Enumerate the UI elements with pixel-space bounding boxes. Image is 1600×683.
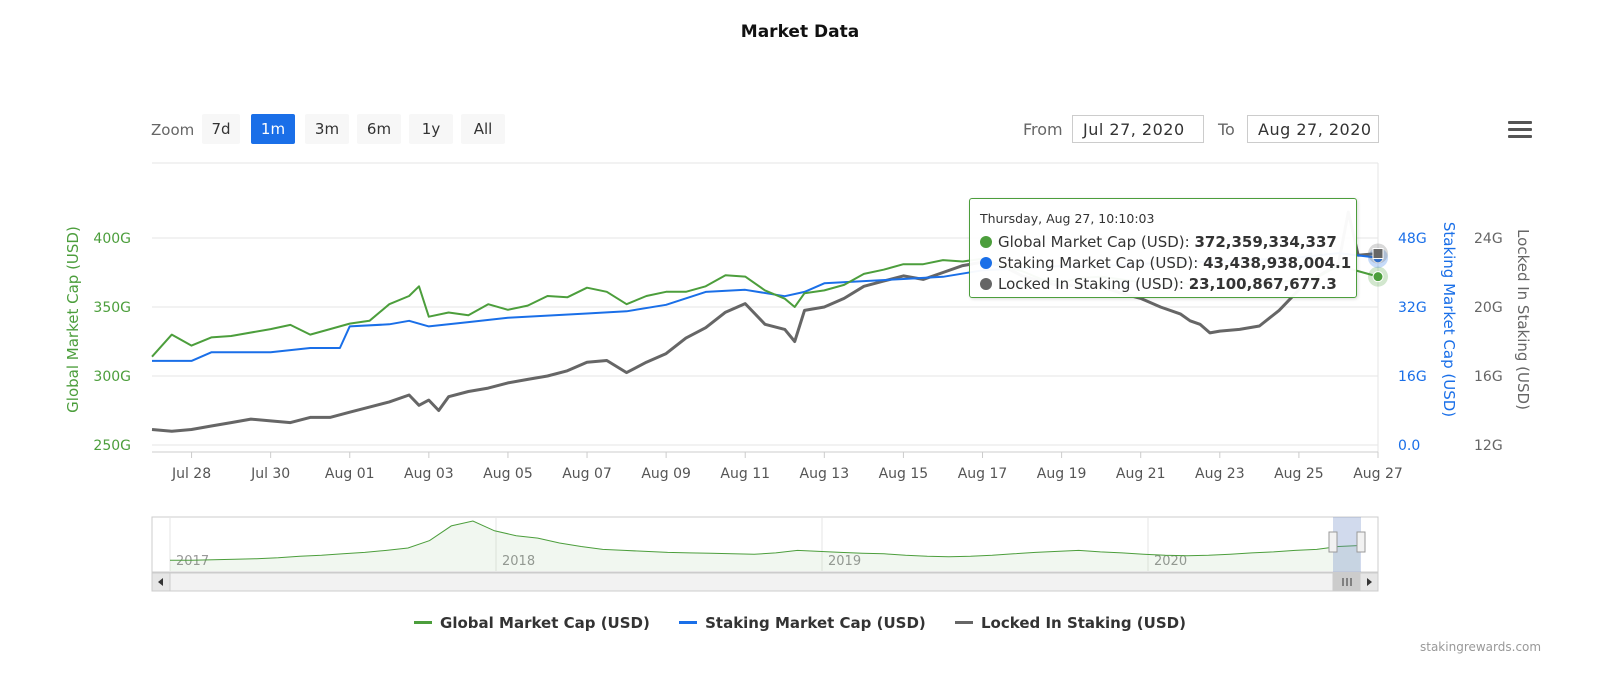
yaxis-title-locked: Locked In Staking (USD): [1514, 229, 1532, 410]
ytick-global-1: 300G: [93, 369, 131, 385]
hover-marker-locked: [1372, 248, 1384, 260]
legend-item-locked[interactable]: Locked In Staking (USD): [955, 614, 1186, 632]
tooltip-label-locked: Locked In Staking (USD):: [998, 275, 1189, 293]
navigator-line: [170, 520, 1361, 561]
zoom-all-button[interactable]: All: [461, 114, 505, 144]
xtick-label-3: Aug 03: [404, 466, 454, 482]
xtick-label-7: Aug 11: [720, 466, 770, 482]
ytick-locked-1: 16G: [1474, 369, 1503, 385]
navigator-year-label-1: 2018: [502, 554, 535, 569]
ytick-locked-3: 24G: [1474, 231, 1503, 247]
chart-tooltip: Thursday, Aug 27, 10:10:03 Global Market…: [969, 198, 1357, 298]
legend-item-staking[interactable]: Staking Market Cap (USD): [679, 614, 926, 632]
navigator-handle-0[interactable]: [1328, 531, 1338, 553]
legend-swatch-staking: [679, 621, 698, 624]
tooltip-dot-global: [980, 236, 992, 248]
ytick-global-3: 400G: [93, 231, 131, 247]
ytick-global-2: 350G: [93, 300, 131, 316]
xtick-label-4: Aug 05: [483, 466, 533, 482]
range-from-label: From: [1023, 120, 1063, 139]
chart-legend: Global Market Cap (USD) Staking Market C…: [0, 614, 1600, 632]
ytick-staking-2: 32G: [1398, 300, 1427, 316]
xtick-label-9: Aug 15: [879, 466, 929, 482]
xtick-label-2: Aug 01: [325, 466, 375, 482]
xtick-label-12: Aug 21: [1116, 466, 1166, 482]
zoom-1y-button[interactable]: 1y: [409, 114, 453, 144]
xtick-label-1: Jul 30: [250, 466, 290, 482]
navigator-frame: [151, 516, 1379, 573]
xtick-label-13: Aug 23: [1195, 466, 1245, 482]
tooltip-row-global: Global Market Cap (USD): 372,359,334,337: [980, 232, 1346, 253]
xtick-label-14: Aug 25: [1274, 466, 1324, 482]
scroll-right-arrow-icon: [1367, 578, 1372, 586]
hover-marker-global: [1372, 271, 1384, 283]
hamburger-menu-icon[interactable]: [1508, 121, 1532, 141]
navigator-area: [170, 521, 1360, 571]
range-to-label: To: [1218, 120, 1235, 139]
xtick-label-0: Jul 28: [171, 466, 211, 482]
zoom-3m-button[interactable]: 3m: [305, 114, 349, 144]
range-to-input[interactable]: Aug 27, 2020: [1247, 115, 1379, 143]
legend-label-locked: Locked In Staking (USD): [981, 614, 1186, 632]
xtick-label-10: Aug 17: [958, 466, 1008, 482]
tooltip-label-global: Global Market Cap (USD):: [998, 233, 1195, 251]
navigator-selection: [1333, 517, 1361, 572]
xtick-label-11: Aug 19: [1037, 466, 1087, 482]
ytick-locked-2: 20G: [1474, 300, 1503, 316]
tooltip-row-staking: Staking Market Cap (USD): 43,438,938,004…: [980, 253, 1351, 274]
zoom-1m-button[interactable]: 1m: [251, 114, 295, 144]
legend-swatch-global: [414, 621, 433, 624]
tooltip-value-locked: 23,100,867,677.3: [1188, 275, 1337, 293]
ytick-locked-0: 12G: [1474, 438, 1503, 454]
xtick-label-15: Aug 27: [1353, 466, 1403, 482]
series-line-locked: [151, 210, 1379, 433]
tooltip-value-staking: 43,438,938,004.1: [1203, 254, 1352, 272]
legend-label-staking: Staking Market Cap (USD): [705, 614, 926, 632]
yaxis-title-global: Global Market Cap (USD): [64, 226, 82, 413]
chart-title: Market Data: [740, 22, 860, 42]
zoom-7d-button[interactable]: 7d: [202, 114, 240, 144]
tooltip-label-staking: Staking Market Cap (USD):: [998, 254, 1204, 272]
legend-item-global[interactable]: Global Market Cap (USD): [414, 614, 650, 632]
legend-label-global: Global Market Cap (USD): [440, 614, 650, 632]
range-from-input[interactable]: Jul 27, 2020: [1072, 115, 1204, 143]
tooltip-row-locked: Locked In Staking (USD): 23,100,867,677.…: [980, 274, 1346, 295]
navigator-handle-1[interactable]: [1356, 531, 1366, 553]
yaxis-title-staking: Staking Market Cap (USD): [1440, 222, 1458, 417]
credit-link[interactable]: stakingrewards.com: [1420, 640, 1542, 654]
ytick-staking-0: 0.0: [1398, 438, 1420, 454]
tooltip-value-global: 372,359,334,337: [1194, 233, 1337, 251]
ytick-staking-1: 16G: [1398, 369, 1427, 385]
tooltip-dot-staking: [980, 257, 992, 269]
xtick-label-8: Aug 13: [800, 466, 850, 482]
tooltip-dot-locked: [980, 278, 992, 290]
ytick-global-0: 250G: [93, 438, 131, 454]
navigator-year-label-3: 2020: [1154, 554, 1187, 569]
zoom-6m-button[interactable]: 6m: [357, 114, 401, 144]
xtick-label-5: Aug 07: [562, 466, 612, 482]
ytick-staking-3: 48G: [1398, 231, 1427, 247]
navigator-year-label-2: 2019: [828, 554, 861, 569]
tooltip-header: Thursday, Aug 27, 10:10:03: [980, 211, 1155, 226]
xtick-label-6: Aug 09: [641, 466, 691, 482]
legend-swatch-locked: [955, 621, 973, 624]
scrollbar-track: [151, 572, 1379, 592]
zoom-label: Zoom: [151, 121, 195, 139]
scroll-left-arrow-icon: [158, 578, 163, 586]
navigator-year-label-0: 2017: [176, 554, 209, 569]
